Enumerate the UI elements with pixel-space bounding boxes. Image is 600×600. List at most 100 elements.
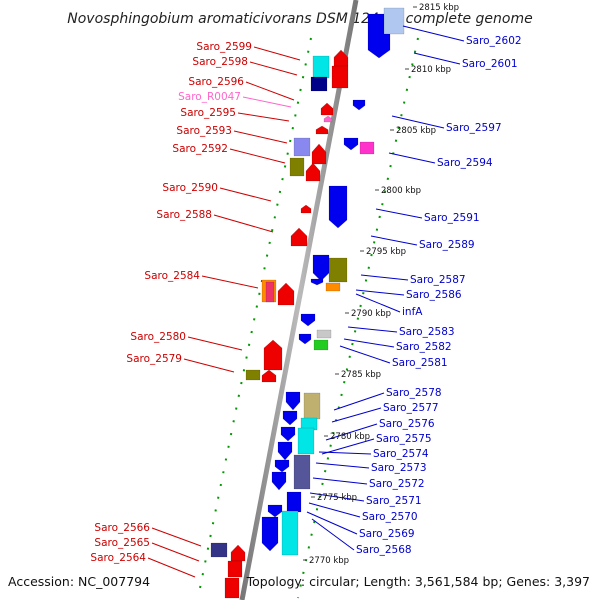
gene-features [210, 7, 405, 599]
leader-line-saro-r0047 [242, 96, 292, 108]
gene-label-saro-2571: Saro_2571 [366, 495, 422, 507]
label-leader-lines [147, 25, 465, 578]
gene-label-saro-2591: Saro_2591 [424, 212, 480, 224]
gene-label-saro-2597: Saro_2597 [446, 122, 502, 134]
gene-feature-31 [328, 257, 348, 283]
kbp-label-2780-kbp: 2780 kbp [330, 432, 370, 442]
gene-label-saro-2581: Saro_2581 [392, 357, 448, 369]
gene-feature-40 [303, 392, 321, 420]
accession-text: Accession: NC_007794 [8, 574, 150, 589]
gene-label-saro-2574: Saro_2574 [373, 448, 429, 460]
gene-feature-8 [293, 137, 311, 157]
left-label-group: Saro_2599 Saro_2598 Saro_2596 Saro_R0047 Sar… [90, 41, 252, 564]
gene-label-saro-2584: Saro_2584 [144, 270, 200, 282]
gene-feature-48 [286, 491, 302, 513]
gene-feature-46 [274, 459, 290, 473]
gene-label-saro-2582: Saro_2582 [396, 341, 452, 353]
gene-feature-21 [230, 544, 246, 562]
gene-feature-37 [313, 339, 329, 351]
gene-feature-30 [312, 254, 330, 282]
leader-line-saro-2571 [309, 492, 365, 502]
leader-line-saro-2570 [308, 502, 361, 518]
leader-line-saro-2580 [187, 336, 243, 351]
leader-line-saro-2575 [321, 438, 375, 455]
right-label-group: Saro_2602 Saro_2601 Saro_2597 Saro_2594 Saro… [356, 35, 522, 556]
leader-line-saro-2598 [249, 61, 298, 76]
gene-label-saro-2599: Saro_2599 [196, 41, 252, 53]
leader-line-saro-2573 [315, 462, 370, 469]
gene-feature-27 [343, 137, 359, 151]
leader-line-saro-2576 [325, 423, 378, 441]
leader-line-saro-2577 [331, 407, 382, 423]
gene-feature-15 [265, 281, 275, 303]
leader-line-saro-2565 [151, 542, 200, 562]
gene-feature-35 [316, 329, 332, 339]
right-dotted-track [297, 37, 419, 599]
leader-line-saro-2599 [253, 46, 301, 61]
gene-feature-47 [271, 471, 287, 491]
kbp-label-2805-kbp: 2805 kbp [396, 126, 436, 136]
map-title: Novosphingobium aromaticivorans DSM 1244… [67, 11, 532, 27]
gene-feature-34 [300, 313, 316, 327]
gene-label-saro-2588: Saro_2588 [156, 209, 212, 221]
gene-label-saro-2576: Saro_2576 [379, 418, 435, 430]
leader-line-saro-2569 [306, 511, 358, 535]
gene-label-saro-2601: Saro_2601 [462, 58, 518, 70]
leader-line-saro-2583 [347, 326, 398, 333]
leader-line-saro-2574 [318, 451, 372, 455]
gene-feature-6 [323, 115, 333, 123]
gene-label-saro-2569: Saro_2569 [359, 528, 415, 540]
leader-line-saro-2595 [237, 112, 290, 122]
leader-line-saro-2593 [233, 130, 288, 144]
gene-feature-38 [285, 391, 301, 411]
gene-feature-17 [263, 339, 283, 371]
leader-line-saro-2572 [312, 477, 368, 485]
leader-line-saro-2564 [147, 557, 196, 578]
leader-line-saro-2579 [183, 358, 235, 373]
leader-line-saro-2588 [213, 214, 274, 233]
gene-label-saro-2564: Saro_2564 [90, 552, 146, 564]
kbp-label-2790-kbp: 2790 kbp [351, 309, 391, 319]
gene-label-saro-2589: Saro_2589 [419, 239, 475, 251]
gene-feature-10 [289, 157, 305, 177]
gene-feature-32 [325, 282, 341, 292]
gene-feature-11 [305, 162, 321, 182]
gene-label-saro-r0047: Saro_R0047 [178, 91, 241, 103]
gene-feature-20 [210, 542, 228, 558]
kbp-scale: 2815 kbp 2810 kbp 2805 kbp 2800 kbp 2795 kbp… [303, 3, 459, 566]
kbp-label-2810-kbp: 2810 kbp [411, 65, 451, 75]
gene-feature-36 [298, 333, 312, 345]
gene-feature-33 [310, 278, 324, 286]
genome-axis [239, 0, 359, 600]
leader-line-saro-2584 [201, 275, 259, 289]
gene-feature-19 [261, 369, 277, 383]
gene-label-saro-2577: Saro_2577 [383, 402, 439, 414]
leader-line-saro-2586 [355, 289, 405, 296]
leader-line-saro-2602 [402, 25, 465, 42]
gene-label-saro-2572: Saro_2572 [369, 478, 425, 490]
gene-feature-50 [281, 510, 299, 556]
leader-line-saro-2591 [375, 208, 423, 219]
gene-label-saro-2566: Saro_2566 [94, 522, 150, 534]
gene-label-saro-2592: Saro_2592 [172, 143, 228, 155]
gene-feature-42 [280, 426, 296, 442]
kbp-label-2795-kbp: 2795 kbp [366, 247, 406, 257]
gene-feature-16 [277, 282, 295, 306]
kbp-label-2785-kbp: 2785 kbp [341, 370, 381, 380]
gene-feature-39 [282, 410, 298, 426]
gene-label-saro-2598: Saro_2598 [192, 56, 248, 68]
gene-feature-25 [383, 7, 405, 35]
kbp-label-2815-kbp: 2815 kbp [419, 3, 459, 13]
gene-feature-43 [297, 427, 315, 455]
gene-label-saro-2570: Saro_2570 [362, 511, 418, 523]
gene-feature-9 [311, 143, 327, 165]
gene-label-saro-2579: Saro_2579 [126, 353, 182, 365]
gene-feature-51 [261, 516, 279, 552]
gene-feature-23 [224, 577, 240, 599]
gene-label-saro-2580: Saro_2580 [130, 331, 186, 343]
leader-line-saro-2566 [151, 527, 202, 547]
leader-line-saro-2582 [343, 338, 395, 348]
leader-line-saro-2601 [413, 52, 461, 65]
gene-feature-2 [331, 65, 349, 89]
